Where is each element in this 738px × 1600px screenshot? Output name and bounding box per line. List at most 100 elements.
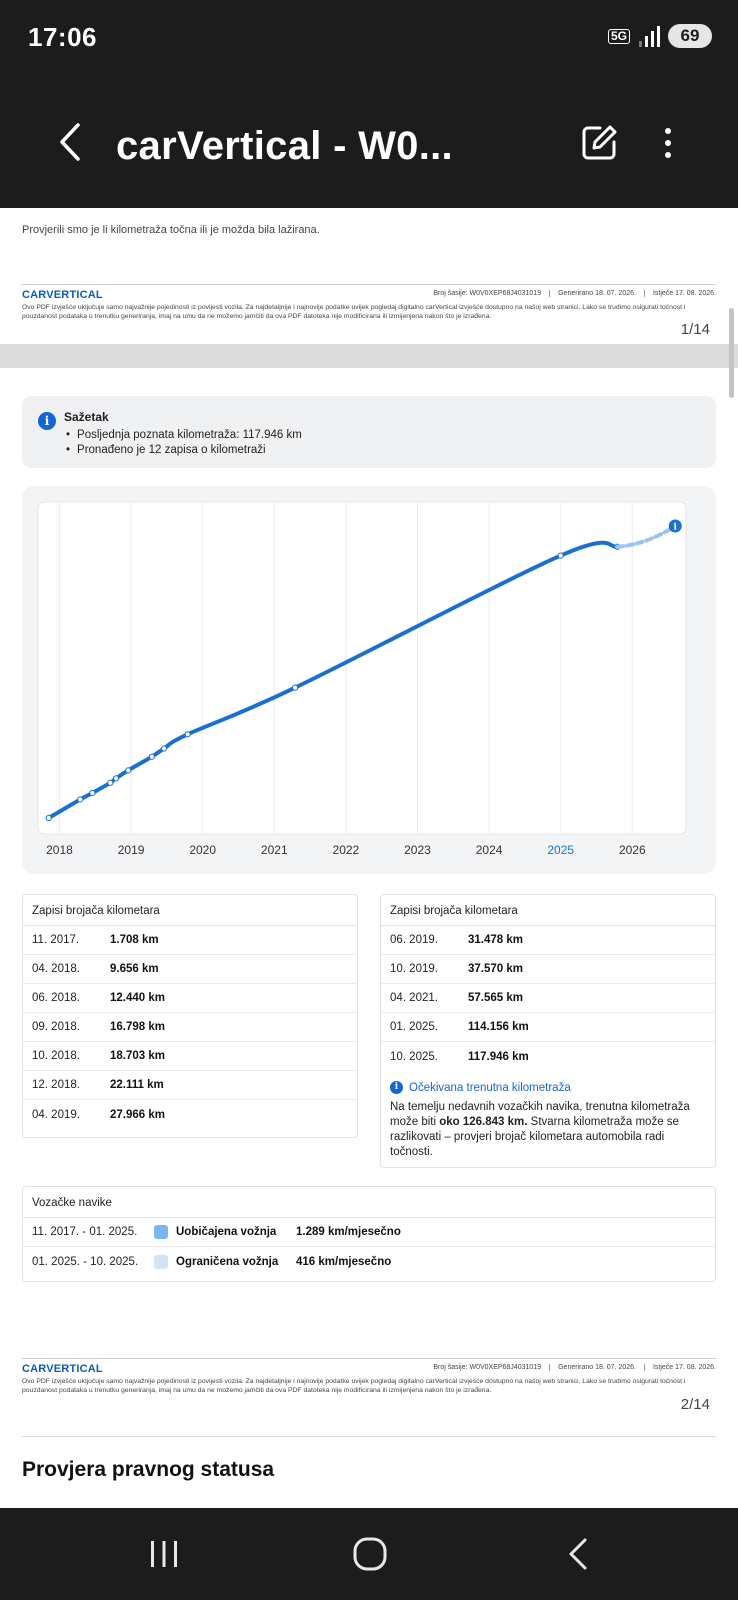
record-date: 10. 2019. [390,963,438,975]
carvertical-logo: CARVERTICAL [22,1363,103,1375]
record-value: 18.703 km [110,1050,165,1062]
system-nav-bar [0,1508,738,1600]
recent-apps-button[interactable] [134,1532,194,1576]
x-tick-label: 2019 [118,843,145,857]
footer-meta: Broj šasije: W0V0XEP68J4031019 Generiran… [425,1364,716,1371]
footer-meta: Broj šasije: W0V0XEP68J4031019 Generiran… [425,290,716,297]
table-row: 12. 2018. 22.111 km [23,1071,357,1100]
data-point[interactable] [112,775,120,782]
driving-habits-table: Vozačke navike 11. 2017. - 01. 2025. Uobi… [22,1186,716,1282]
summary-list: Posljednja poznata kilometraža: 117.946 … [64,428,302,458]
x-tick-label: 2021 [261,843,288,857]
projection-info-icon[interactable] [668,519,682,533]
record-date: 04. 2018. [32,963,80,975]
expected-mileage: i Očekivana trenutna kilometraža Na teme… [381,1071,715,1170]
summary-title: Sažetak [64,410,109,424]
footer-generated: Generirano 18. 07. 2026. [550,290,645,297]
recent-apps-icon [151,1541,177,1567]
section-title: Provjera pravnog statusa [22,1458,275,1481]
mileage-chart-card: 2018 2019 2020 2021 2022 2023 2024 2025 2026 i [22,486,716,874]
habit-period: 11. 2017. - 01. 2025. [32,1226,138,1238]
table-row: 04. 2018. 9.656 km [23,955,357,984]
expected-text-part: Na temelju nedavnih vozačkih navika, tre… [390,1101,690,1128]
pdf-page-3: Provjera pravnog statusa [0,1428,738,1508]
network-badge: 5G [607,28,630,44]
pdf-footer: CARVERTICAL Broj šasije: W0V0XEP68J40310… [22,1358,716,1395]
data-point[interactable] [148,753,155,760]
record-date: 06. 2019. [390,934,438,946]
record-date: 09. 2018. [32,1021,80,1033]
edit-icon [582,125,617,160]
habit-rate: 1.289 km/mjesečno [296,1226,401,1238]
table-row: 04. 2021. 57.565 km [381,984,715,1013]
record-value: 1.708 km [110,934,159,946]
mileage-chart: 2018 2019 2020 2021 2022 2023 2024 2025 2026 i [37,501,687,857]
record-date: 10. 2025. [390,1050,438,1063]
data-point[interactable] [125,767,132,774]
footer-vin: Broj šasije: W0V0XEP68J4031019 [425,1364,551,1371]
home-button[interactable] [340,1532,400,1576]
footer-disclaimer: Ovo PDF izvješće uključuje samo najvažni… [22,304,686,320]
x-tick-label: 2018 [46,843,73,857]
record-date: 06. 2018. [32,992,80,1004]
data-point[interactable] [160,745,168,752]
back-nav-button[interactable] [548,1532,608,1576]
status-bar: 17:06 5G 69 [0,0,738,90]
expected-text-part: Stvarna kilometraža može se razlikovati … [390,1116,679,1158]
record-date: 12. 2018. [32,1079,80,1091]
habit-color-swatch [154,1254,168,1269]
table-header: Zapisi brojača kilometara [23,895,357,926]
summary-item: Pronađeno je 12 zapisa o kilometraži [64,443,302,458]
record-date: 01. 2025. [390,1021,438,1033]
carvertical-logo: CARVERTICAL [22,289,103,301]
expected-mileage-title: Očekivana trenutna kilometraža [409,1081,571,1094]
data-point[interactable] [89,789,96,797]
battery-indicator: 69 [668,24,712,48]
table-row: 11. 2017. 1.708 km [23,926,357,955]
record-value: 9.656 km [110,963,159,975]
mileage-records-table-left: Zapisi brojača kilometara 11. 2017. 1.708… [22,894,358,1138]
divider [22,1436,716,1437]
table-row: 04. 2019. 27.966 km [23,1100,357,1129]
footer-vin: Broj šasije: W0V0XEP68J4031019 [425,290,551,297]
back-button[interactable] [50,120,90,164]
table-row: 06. 2018. 12.440 km [23,984,357,1013]
pdf-footer: CARVERTICAL Broj šasije: W0V0XEP68J40310… [22,284,716,321]
more-options-button[interactable] [650,122,686,164]
back-nav-icon [569,1538,587,1570]
table-header: Zapisi brojača kilometara [381,895,715,926]
record-value: 57.565 km [468,992,523,1004]
habit-period: 01. 2025. - 10. 2025. [32,1255,139,1268]
data-point[interactable] [77,796,84,803]
data-point[interactable] [184,731,191,738]
x-tick-label: 2026 [619,843,646,857]
table-row: 01. 2025. 114.156 km [381,1013,715,1042]
pdf-viewer[interactable]: Provjerili smo je li kilometraža točna i… [0,208,738,1508]
info-icon: i [390,1081,403,1094]
footer-disclaimer: Ovo PDF izvješće uključuje samo najvažni… [22,1378,686,1394]
scrollbar-thumb[interactable] [729,308,734,398]
section-description: Provjerili smo je li kilometraža točna i… [22,224,320,236]
data-point[interactable] [45,814,52,822]
table-row: 09. 2018. 16.798 km [23,1013,357,1042]
record-value: 12.440 km [110,992,165,1004]
x-tick-label: 2024 [476,843,503,857]
habit-color-swatch [154,1225,168,1239]
record-date: 04. 2019. [32,1108,80,1121]
table-header: Vozačke navike [23,1187,715,1218]
footer-generated: Generirano 18. 07. 2026. [550,1364,645,1371]
summary-item: Posljednja poznata kilometraža: 117.946 … [64,428,302,443]
pdf-page-1: Provjerili smo je li kilometraža točna i… [0,208,738,344]
data-point[interactable] [557,552,564,559]
footer-expires: Istječe 17. 08. 2026. [652,290,716,297]
data-point[interactable] [291,684,299,691]
edit-button[interactable] [578,122,620,164]
home-icon [353,1537,387,1571]
data-point[interactable] [107,779,114,786]
table-row: 10. 2019. 37.570 km [381,955,715,984]
info-glyph: i [674,523,678,533]
app-bar: carVertical - W0... [0,90,738,208]
more-dot-icon [665,140,671,146]
mileage-records-table-right: Zapisi brojača kilometara 06. 2019. 31.47… [380,894,716,1168]
record-date: 11. 2017. [32,934,80,946]
